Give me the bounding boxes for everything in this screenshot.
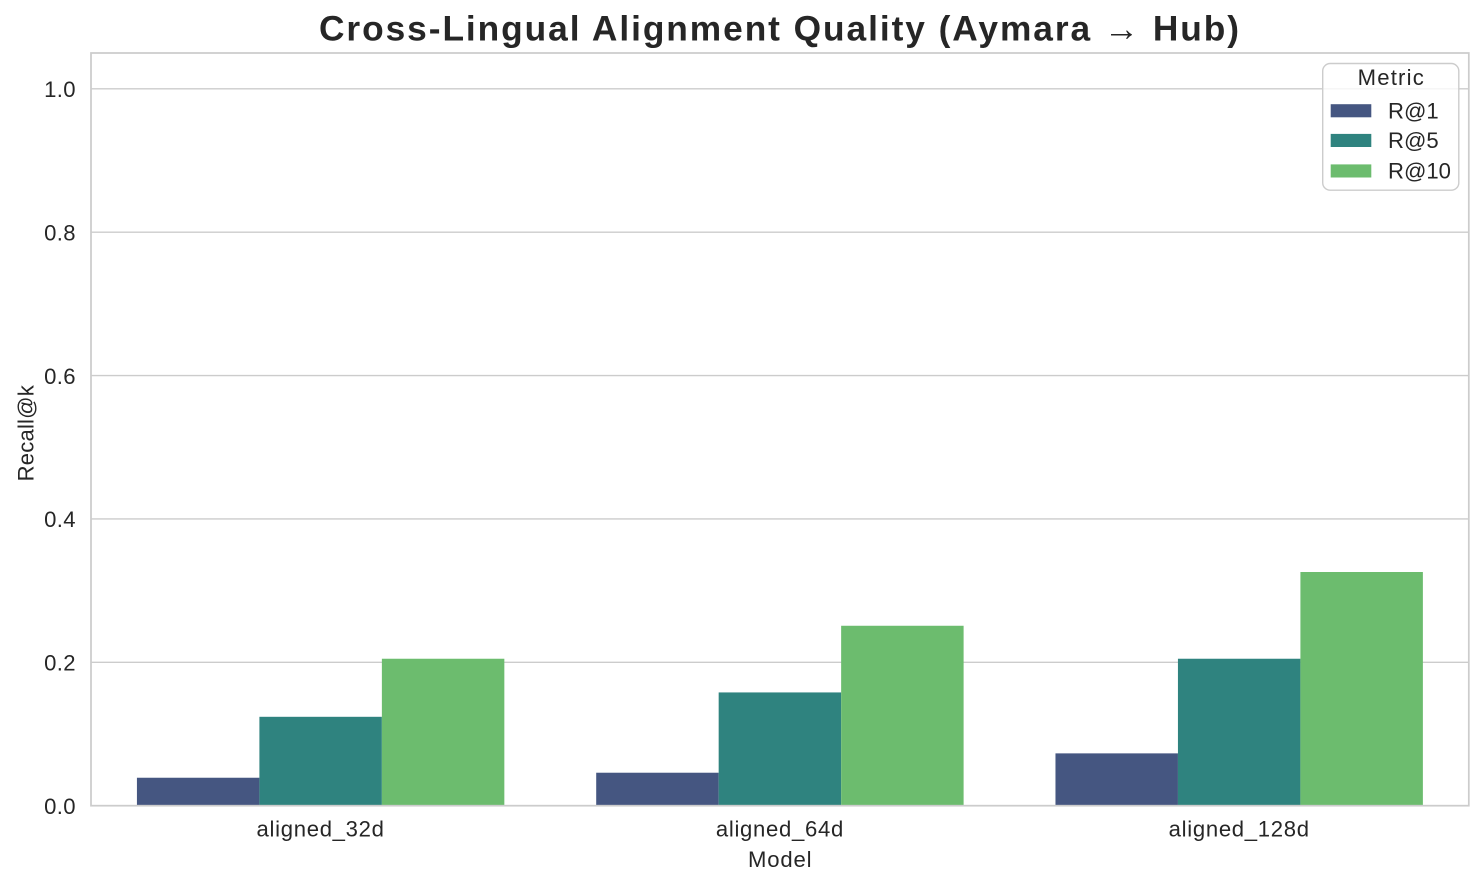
svg-text:R@10: R@10 (1388, 159, 1451, 184)
svg-text:0.6: 0.6 (44, 364, 76, 389)
svg-text:Model: Model (748, 847, 812, 872)
svg-text:aligned_32d: aligned_32d (257, 817, 385, 842)
svg-text:R@1: R@1 (1388, 98, 1439, 123)
svg-text:0.0: 0.0 (44, 794, 76, 819)
svg-text:Cross-Lingual Alignment Qualit: Cross-Lingual Alignment Quality (Aymara … (319, 9, 1239, 48)
svg-text:aligned_64d: aligned_64d (716, 817, 844, 842)
svg-text:0.4: 0.4 (44, 507, 76, 532)
svg-text:0.2: 0.2 (44, 651, 76, 676)
svg-text:1.0: 1.0 (44, 77, 76, 102)
svg-text:aligned_128d: aligned_128d (1169, 817, 1310, 842)
svg-text:Metric: Metric (1358, 65, 1425, 90)
svg-text:0.8: 0.8 (44, 220, 76, 245)
svg-text:R@5: R@5 (1388, 128, 1439, 153)
svg-text:Recall@k: Recall@k (14, 384, 39, 481)
